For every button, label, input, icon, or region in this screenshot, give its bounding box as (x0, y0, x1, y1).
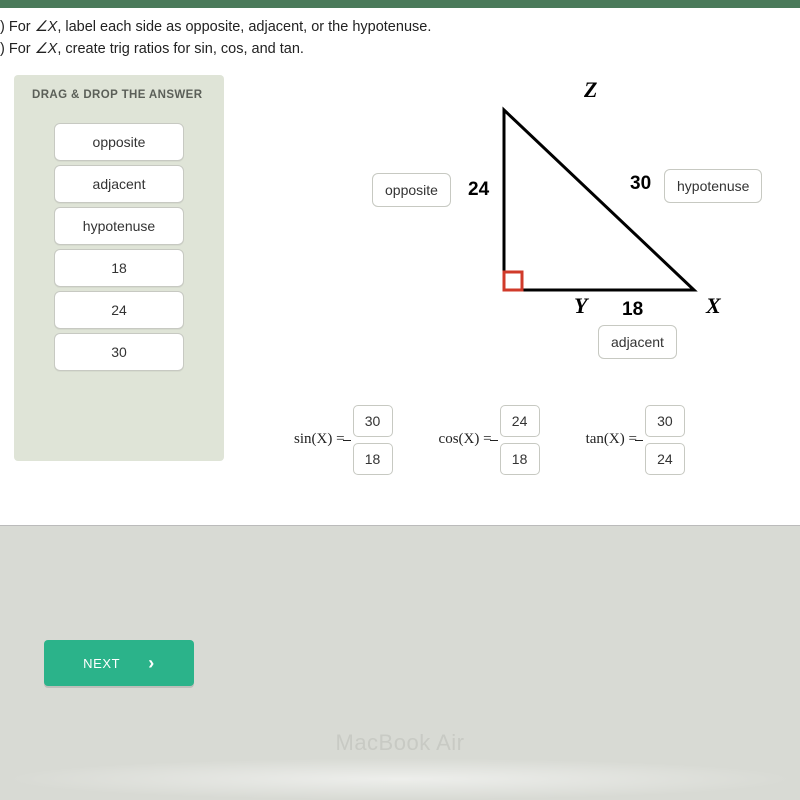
tile-opposite[interactable]: opposite (54, 123, 184, 161)
side-YX-length: 18 (622, 299, 643, 321)
trig-ratios-row: sin(X) = 30 18 cos(X) = 24 18 (294, 405, 685, 475)
chevron-right-icon: › (148, 653, 155, 674)
exercise-panel: ) For ∠X, label each side as opposite, a… (0, 8, 800, 526)
ratio-sin: sin(X) = 30 18 (294, 405, 393, 475)
tile-stack: opposite adjacent hypotenuse 18 24 30 (32, 123, 206, 371)
tile-24[interactable]: 24 (54, 291, 184, 329)
device-reflection (0, 758, 800, 800)
ratio-tan-label: tan(X) = (586, 431, 637, 448)
ratio-tan-fraction: 30 24 (645, 405, 685, 475)
instr1-suffix: , label each side as opposite, adjacent,… (57, 19, 431, 35)
instruction-text: ) For ∠X, label each side as opposite, a… (0, 16, 800, 75)
next-button-label: NEXT (83, 656, 120, 671)
instr2-suffix: , create trig ratios for sin, cos, and t… (57, 41, 304, 57)
vertex-X: X (706, 293, 721, 319)
next-button[interactable]: NEXT › (44, 640, 194, 686)
fraction-bar-icon (343, 440, 351, 442)
drop-sin-num[interactable]: 30 (353, 405, 393, 437)
ratio-cos: cos(X) = 24 18 (439, 405, 540, 475)
ratio-cos-fraction: 24 18 (500, 405, 540, 475)
instr1-angle: ∠X (35, 19, 58, 35)
tile-30[interactable]: 30 (54, 333, 184, 371)
ratio-sin-fraction: 30 18 (353, 405, 393, 475)
instr2-angle: ∠X (35, 41, 58, 57)
main-panel: DRAG & DROP THE ANSWER opposite adjacent… (0, 75, 800, 495)
drag-source-panel: DRAG & DROP THE ANSWER opposite adjacent… (14, 75, 224, 461)
ratio-cos-label: cos(X) = (439, 431, 492, 448)
tile-18[interactable]: 18 (54, 249, 184, 287)
instr1-prefix: ) For (0, 19, 35, 35)
tile-adjacent[interactable]: adjacent (54, 165, 184, 203)
triangle-workspace: Z Y X 24 30 18 opposite hypotenuse adjac… (224, 75, 800, 495)
side-ZY-length: 24 (468, 179, 489, 201)
fraction-bar-icon (635, 440, 643, 442)
instr2-prefix: ) For (0, 41, 35, 57)
device-brand-label: MacBook Air (0, 730, 800, 756)
drop-tan-num[interactable]: 30 (645, 405, 685, 437)
window-top-accent (0, 0, 800, 8)
drop-ZX-label[interactable]: hypotenuse (664, 169, 762, 203)
drop-cos-num[interactable]: 24 (500, 405, 540, 437)
drop-cos-den[interactable]: 18 (500, 443, 540, 475)
fraction-bar-icon (490, 440, 498, 442)
tile-hypotenuse[interactable]: hypotenuse (54, 207, 184, 245)
vertex-Y: Y (574, 293, 587, 319)
drag-panel-title: DRAG & DROP THE ANSWER (32, 89, 206, 101)
ratio-tan: tan(X) = 30 24 (586, 405, 685, 475)
drop-ZY-label[interactable]: opposite (372, 173, 451, 207)
ratio-sin-label: sin(X) = (294, 431, 345, 448)
drop-tan-den[interactable]: 24 (645, 443, 685, 475)
triangle-svg (484, 100, 714, 310)
drop-sin-den[interactable]: 18 (353, 443, 393, 475)
drop-YX-label[interactable]: adjacent (598, 325, 677, 359)
vertex-Z: Z (584, 77, 597, 103)
side-ZX-length: 30 (630, 173, 651, 195)
